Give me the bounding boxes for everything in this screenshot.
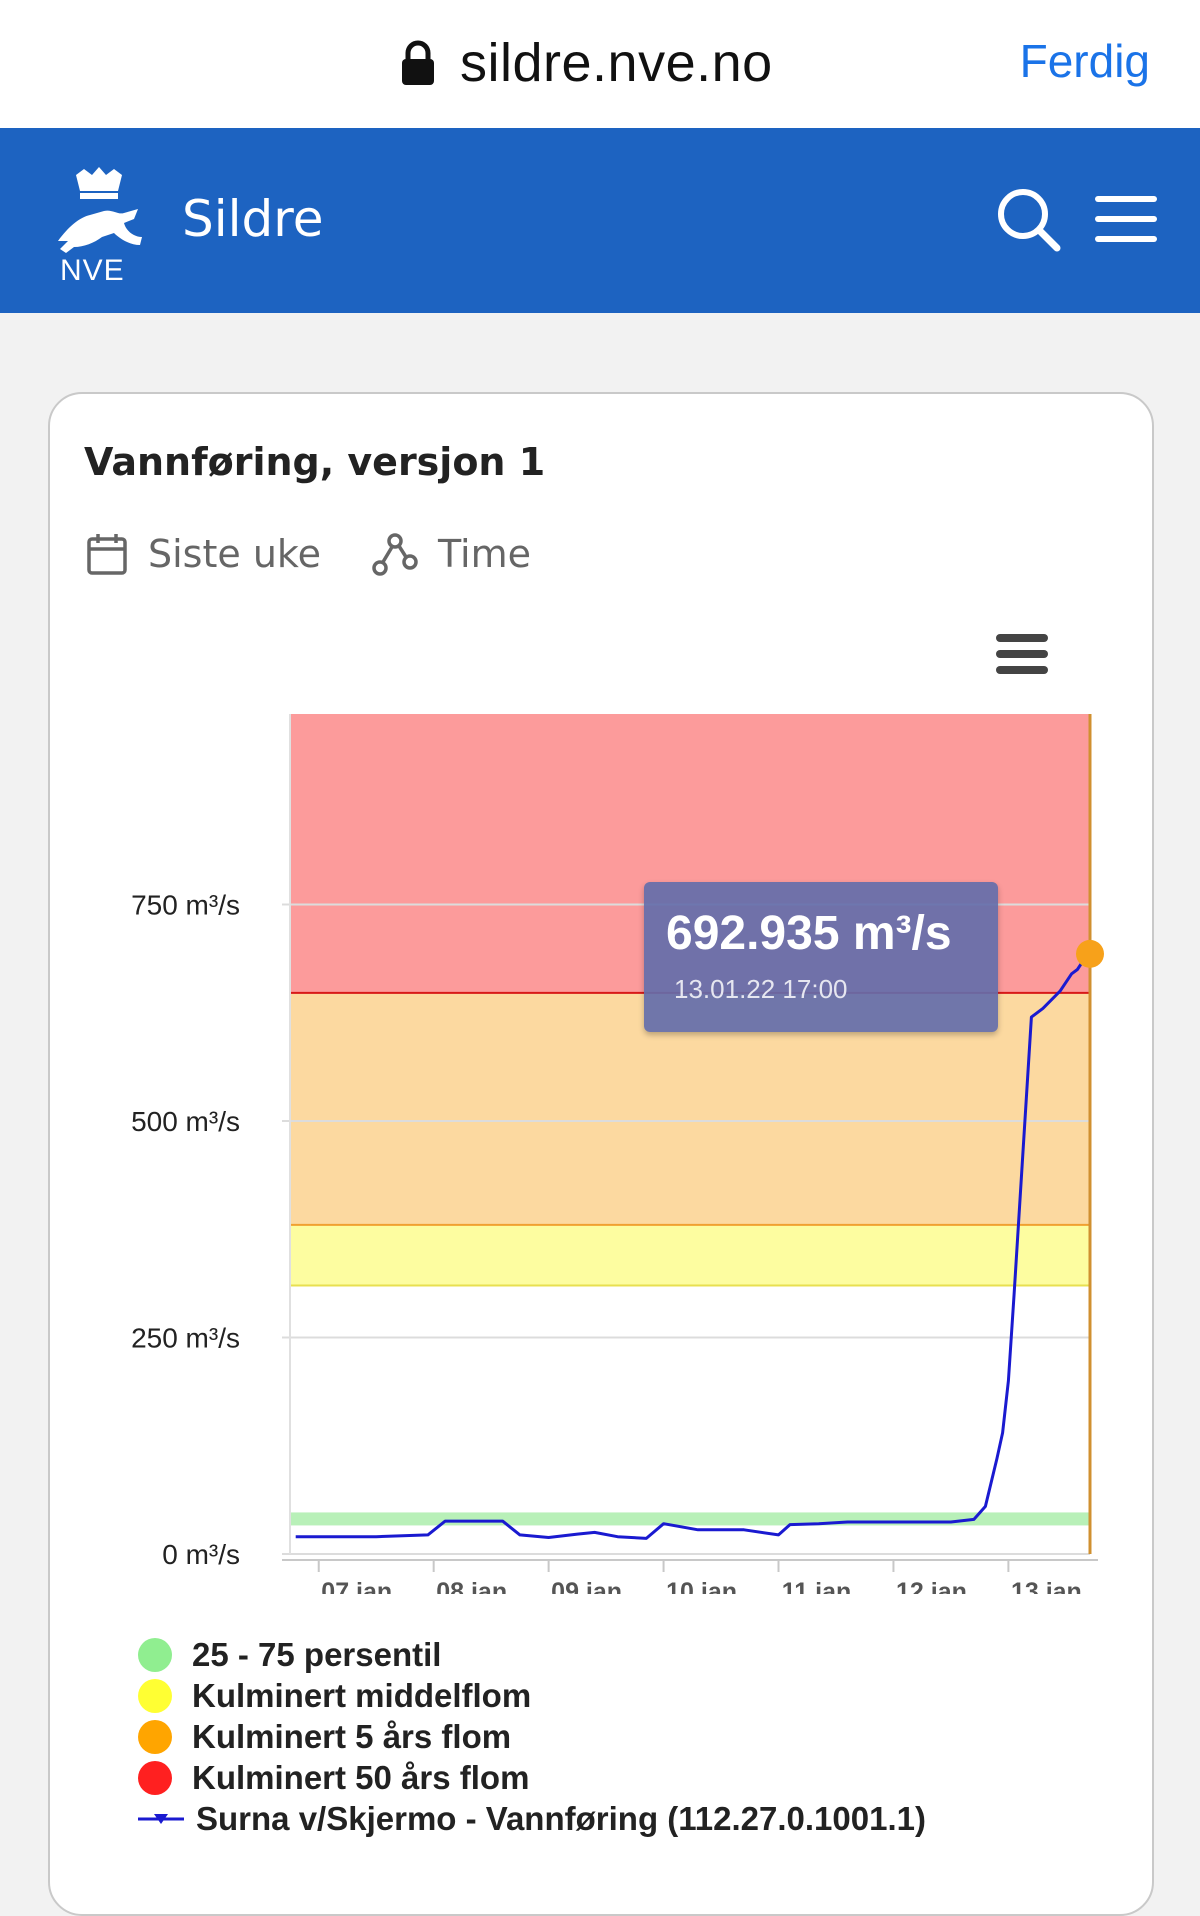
x-tick-label: 09.jan <box>551 1578 622 1594</box>
legend-item[interactable]: Kulminert 5 års flom <box>138 1716 926 1757</box>
calendar-icon <box>87 534 127 575</box>
browser-toolbar: sildre.nve.no Ferdig <box>0 0 1200 128</box>
x-tick-label: 07.jan <box>321 1578 392 1594</box>
url-text: sildre.nve.no <box>460 33 773 93</box>
y-tick-label: 750 m³/s <box>131 890 240 921</box>
resolution-icon <box>372 533 418 576</box>
legend-dot-marker <box>138 1760 172 1795</box>
legend-item[interactable]: Kulminert middelflom <box>138 1675 926 1716</box>
period-label: Siste uke <box>148 532 321 576</box>
legend-dot-marker <box>138 1637 172 1672</box>
search-icon[interactable] <box>995 186 1061 252</box>
site-title[interactable]: Sildre <box>182 190 324 248</box>
legend-label: Surna v/Skjermo - Vannføring (112.27.0.1… <box>196 1799 926 1837</box>
x-tick-label: 11.jan <box>782 1578 852 1594</box>
series-line <box>295 952 1091 1540</box>
legend-dot-marker <box>138 1719 172 1754</box>
band-kulminert-middelflom <box>290 1224 1090 1286</box>
legend-item[interactable]: 25 - 75 persentil <box>138 1634 926 1675</box>
highlight-point <box>1076 939 1104 968</box>
chart-card: Vannføring, versjon 1 Siste uke Time 0 m… <box>48 392 1154 1916</box>
legend-dot-marker <box>138 1678 172 1713</box>
x-tick-label: 12.jan <box>896 1578 967 1594</box>
tooltip-time: 13.01.22 17:00 <box>674 974 848 1004</box>
y-tick-label: 250 m³/s <box>131 1323 240 1354</box>
legend-item[interactable]: Surna v/Skjermo - Vannføring (112.27.0.1… <box>138 1798 926 1839</box>
card-title: Vannføring, versjon 1 <box>84 440 546 484</box>
lock-icon <box>402 40 434 85</box>
period-selector[interactable]: Siste uke <box>86 532 321 576</box>
x-tick-label: 13.jan <box>1011 1578 1082 1594</box>
address-bar[interactable]: sildre.nve.no <box>400 28 773 98</box>
chart-context-menu-icon[interactable] <box>996 632 1048 676</box>
y-tick-label: 0 m³/s <box>162 1539 240 1570</box>
legend-item[interactable]: Kulminert 50 års flom <box>138 1757 926 1798</box>
legend-label: Kulminert 50 års flom <box>192 1758 530 1796</box>
resolution-selector[interactable]: Time <box>372 532 531 576</box>
chart-tooltip: 692.935 m³/s 13.01.22 17:00 <box>644 882 998 1032</box>
tooltip-value: 692.935 m³/s <box>666 907 952 960</box>
logo-text: NVE <box>60 254 125 287</box>
legend-line-marker <box>138 1813 184 1824</box>
legend-label: Kulminert 5 års flom <box>192 1717 512 1755</box>
done-button[interactable]: Ferdig <box>1019 35 1150 87</box>
x-tick-label: 10.jan <box>666 1578 737 1594</box>
nve-logo[interactable] <box>54 152 144 292</box>
hamburger-menu-icon[interactable] <box>1095 194 1157 244</box>
chart-legend: 25 - 75 persentil Kulminert middelflom Kul… <box>138 1634 926 1839</box>
site-header: NVE Sildre <box>0 128 1200 313</box>
legend-label: Kulminert middelflom <box>192 1676 532 1714</box>
x-tick-label: 08.jan <box>436 1578 507 1594</box>
resolution-label: Time <box>438 532 531 576</box>
legend-label: 25 - 75 persentil <box>192 1635 442 1673</box>
y-tick-label: 500 m³/s <box>131 1106 240 1137</box>
discharge-chart[interactable]: 0 m³/s 250 m³/s 500 m³/s 750 m³/s 07.jan 08.j… <box>50 674 1150 1594</box>
